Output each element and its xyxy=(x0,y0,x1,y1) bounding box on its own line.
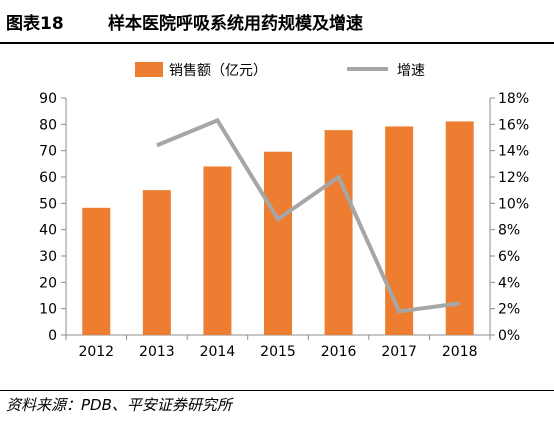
y-tick-label-left: 0 xyxy=(48,328,57,344)
x-tick-label: 2018 xyxy=(442,344,478,360)
y-tick-label-left: 10 xyxy=(39,302,57,318)
legend-label-bar: 销售额（亿元） xyxy=(169,63,267,79)
y-tick-label-left: 60 xyxy=(39,170,57,186)
y-tick-label-left: 50 xyxy=(39,196,57,212)
growth-line xyxy=(156,117,460,314)
x-tick-label: 2014 xyxy=(200,344,236,360)
bar xyxy=(142,190,171,335)
y-tick-label-right: 18% xyxy=(498,91,529,107)
y-tick-label-left: 90 xyxy=(39,91,57,107)
y-tick-label-left: 80 xyxy=(39,117,57,133)
footer-divider xyxy=(0,390,554,391)
y-tick-label-right: 0% xyxy=(498,328,520,344)
x-tick-label: 2012 xyxy=(78,344,114,360)
figure-header: 图表18 样本医院呼吸系统用药规模及增速 xyxy=(0,0,554,44)
figure-title: 样本医院呼吸系统用药规模及增速 xyxy=(108,14,363,34)
x-tick-label: 2013 xyxy=(139,344,175,360)
bar xyxy=(385,126,414,335)
x-tick-label: 2016 xyxy=(321,344,357,360)
figure-number: 图表18 xyxy=(6,14,64,34)
bar xyxy=(203,166,232,335)
y-tick-label-right: 4% xyxy=(498,275,520,291)
legend-swatch-bar xyxy=(135,62,163,77)
y-tick-label-right: 2% xyxy=(498,302,520,318)
y-tick-label-right: 14% xyxy=(498,144,529,160)
y-tick-label-right: 10% xyxy=(498,196,529,212)
chart: 0 10 20 30 40 50 60 70 80 90 0% 2% 4% 6% 8% 10% 12% 14% 16… xyxy=(39,62,529,360)
y-tick-label-left: 40 xyxy=(39,223,57,239)
bar xyxy=(82,207,111,335)
y-tick-label-left: 70 xyxy=(39,144,57,160)
legend-label-line: 增速 xyxy=(397,63,425,79)
y-tick-label-right: 8% xyxy=(498,223,520,239)
x-tick-label: 2017 xyxy=(381,344,417,360)
x-tick-label: 2015 xyxy=(260,344,296,360)
y-tick-label-right: 6% xyxy=(498,249,520,265)
y-tick-label-right: 16% xyxy=(498,117,529,133)
bar xyxy=(324,130,353,335)
y-tick-label-right: 12% xyxy=(498,170,529,186)
bar xyxy=(445,121,474,335)
y-tick-label-left: 20 xyxy=(39,275,57,291)
y-tick-label-left: 30 xyxy=(39,249,57,265)
bar xyxy=(264,151,292,335)
source-note: 资料来源：PDB、平安证券研究所 xyxy=(6,396,232,414)
